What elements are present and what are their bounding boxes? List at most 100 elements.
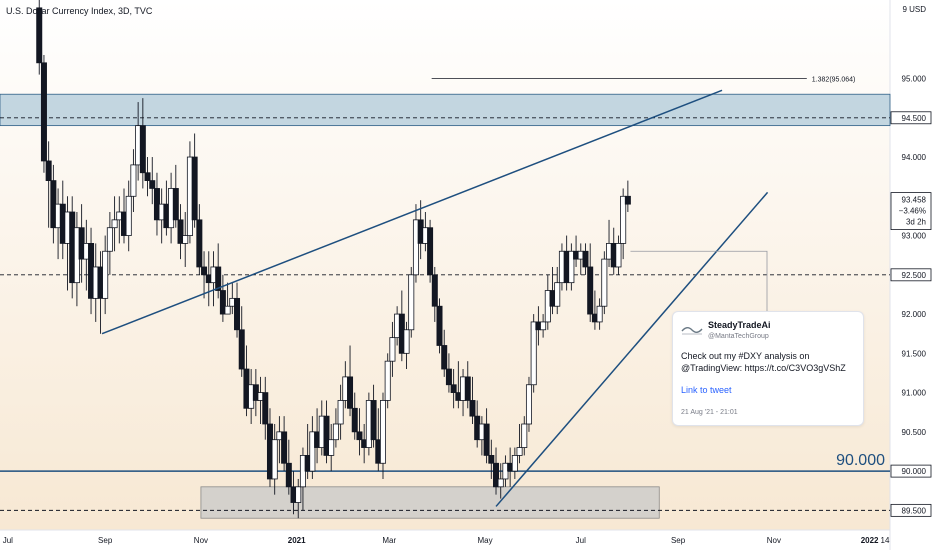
candle-body-75[interactable]: [389, 337, 396, 362]
y-tick-label-7: 90.500: [902, 428, 927, 437]
candle-body-15[interactable]: [106, 227, 113, 252]
candle-body-40[interactable]: [224, 305, 231, 315]
candle-body-2[interactable]: [45, 160, 52, 181]
candle-body-87[interactable]: [445, 368, 452, 386]
candle-body-79[interactable]: [408, 274, 415, 331]
candle-body-84[interactable]: [431, 274, 438, 307]
price-readout-countdown: 3d 2h: [906, 218, 926, 227]
candle-body-113[interactable]: [568, 250, 575, 284]
x-tick-label-7: Sep: [671, 536, 686, 545]
candle-body-86[interactable]: [441, 345, 448, 370]
candle-body-80[interactable]: [412, 219, 419, 276]
candle-body-22[interactable]: [139, 125, 146, 174]
candle-body-96[interactable]: [488, 455, 495, 464]
candle-body-110[interactable]: [554, 282, 561, 307]
candle-body-67[interactable]: [351, 407, 358, 433]
candle-body-123[interactable]: [615, 243, 622, 268]
x-tick-label-6: Jul: [576, 536, 586, 545]
candle-body-98[interactable]: [497, 478, 504, 488]
candle-body-103[interactable]: [521, 423, 528, 448]
candle-body-42[interactable]: [234, 297, 241, 331]
candle-body-1[interactable]: [40, 62, 47, 162]
lower-trendline[interactable]: [495, 191, 769, 507]
chart-title: U.S. Dollar Currency Index, 3D, TVC: [6, 6, 153, 16]
level-tag-label-3: 89.500: [902, 506, 927, 515]
candle-body-74[interactable]: [384, 360, 391, 401]
support-zone: [200, 486, 660, 519]
candle-body-95[interactable]: [483, 423, 490, 456]
candle-body-53[interactable]: [285, 462, 292, 488]
candle-body-35[interactable]: [201, 266, 208, 276]
x-tick-label-5: May: [477, 536, 492, 545]
candle-body-78[interactable]: [403, 329, 410, 354]
candle-body-125[interactable]: [624, 195, 631, 205]
candle-body-85[interactable]: [436, 305, 443, 346]
candle-body-20[interactable]: [130, 164, 137, 197]
y-tick-label-3: 93.000: [902, 232, 927, 241]
candle-body-116[interactable]: [582, 250, 589, 268]
y-tick-label-0: 95.000: [902, 75, 927, 84]
candle-body-97[interactable]: [493, 462, 500, 488]
level-tag-box-2: [890, 464, 932, 478]
candle-body-19[interactable]: [125, 195, 132, 236]
candle-body-104[interactable]: [525, 384, 532, 425]
candle-body-61[interactable]: [323, 415, 330, 456]
author-logo-icon: [681, 327, 703, 335]
x-tick-label-3: 2021: [288, 536, 306, 545]
candle-body-62[interactable]: [328, 439, 335, 456]
x-tick-label-4: Mar: [382, 536, 396, 545]
candle-body-71[interactable]: [370, 400, 377, 441]
candle-body-117[interactable]: [587, 266, 594, 315]
level-tag-box-3: [890, 503, 932, 517]
candle-body-120[interactable]: [601, 258, 608, 307]
candle-body-38[interactable]: [215, 266, 222, 291]
candle-body-88[interactable]: [450, 384, 457, 393]
candle-body-0[interactable]: [36, 7, 43, 64]
candle-body-102[interactable]: [516, 447, 523, 456]
candle-body-50[interactable]: [271, 439, 278, 480]
tweet-card[interactable]: SteadyTradeAi @MantaTechGroup Check out …: [672, 311, 864, 426]
candle-body-48[interactable]: [262, 392, 269, 425]
upper-trendline[interactable]: [101, 89, 723, 335]
candle-body-43[interactable]: [238, 329, 245, 370]
candle-body-33[interactable]: [191, 156, 198, 221]
y-tick-label-5: 91.500: [902, 349, 927, 358]
candle-body-29[interactable]: [172, 188, 179, 221]
candle-body-73[interactable]: [379, 400, 386, 464]
candle-body-105[interactable]: [530, 321, 537, 386]
tweet-connector-line: [630, 250, 768, 311]
candle-body-31[interactable]: [182, 235, 189, 244]
candle-body-101[interactable]: [511, 455, 518, 472]
candle-body-55[interactable]: [295, 486, 302, 503]
candle-body-119[interactable]: [596, 305, 603, 323]
candle-body-39[interactable]: [219, 290, 226, 315]
candle-body-16[interactable]: [111, 219, 118, 229]
tweet-link[interactable]: Link to tweet: [681, 385, 732, 395]
candle-body-34[interactable]: [196, 219, 203, 268]
candle-body-30[interactable]: [177, 219, 184, 244]
x-tick-label-1: Sep: [98, 536, 113, 545]
candle-body-23[interactable]: [144, 172, 151, 181]
candle-body-14[interactable]: [102, 250, 109, 299]
candle-body-52[interactable]: [281, 431, 288, 464]
tweet-username[interactable]: SteadyTradeAi: [708, 320, 771, 330]
candle-body-64[interactable]: [337, 400, 344, 425]
x-tick-label-9: 2022: [861, 536, 879, 545]
support-level-label: 90.000: [836, 452, 885, 469]
candle-body-66[interactable]: [347, 376, 354, 409]
candle-body-92[interactable]: [469, 400, 476, 417]
y-tick-label-4: 92.000: [902, 310, 927, 319]
candle-body-68[interactable]: [356, 431, 363, 441]
candle-body-63[interactable]: [332, 423, 339, 441]
x-tick-label-8: Nov: [767, 536, 781, 545]
level-tag-label-1: 92.500: [902, 271, 927, 280]
candle-body-83[interactable]: [427, 227, 434, 276]
price-readout-change: −3.46%: [899, 207, 926, 216]
candle-body-58[interactable]: [309, 431, 316, 472]
candle-body-107[interactable]: [540, 321, 547, 331]
candle-body-24[interactable]: [149, 180, 156, 189]
candle-body-91[interactable]: [464, 376, 471, 401]
price-readout-box: [890, 192, 932, 230]
candle-body-124[interactable]: [620, 195, 627, 244]
